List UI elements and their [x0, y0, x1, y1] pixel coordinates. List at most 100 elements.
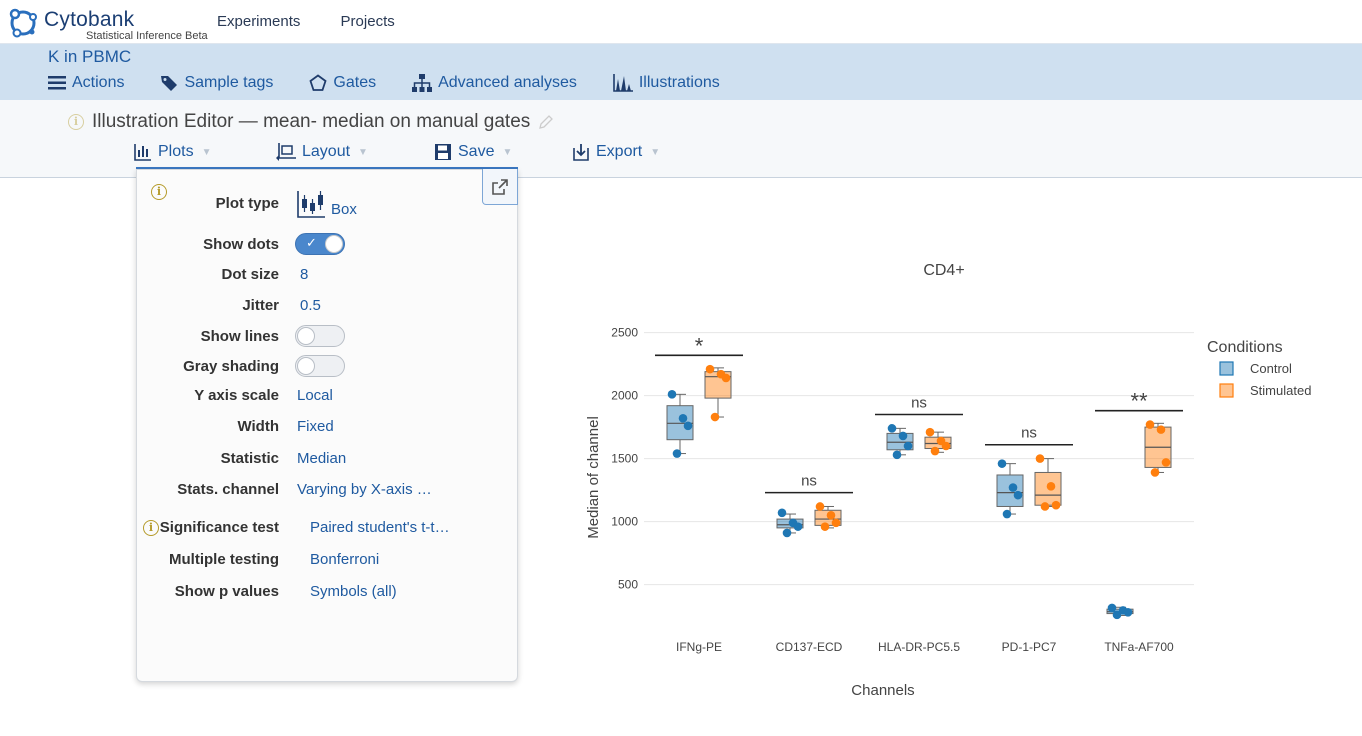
box-plot-chart: 500 1000 1500 2000 2500 IFNg-PE CD137-ECD HLA-D…	[560, 240, 1350, 720]
histogram-icon	[613, 74, 633, 92]
y-axis-scale-row: Y axis scale Local	[137, 384, 517, 408]
data-point-control	[997, 459, 1007, 468]
nav-experiments[interactable]: Experiments	[217, 13, 301, 30]
jitter-label: Jitter	[242, 297, 279, 314]
data-point-control	[777, 508, 787, 518]
data-point-control	[793, 522, 803, 531]
check-icon: ✓	[306, 235, 317, 250]
toggle-knob	[297, 357, 315, 375]
width-select[interactable]: Fixed	[297, 418, 334, 435]
bar-chart-icon	[134, 144, 151, 161]
data-point-stimulated	[1145, 420, 1155, 429]
layout-axes-icon	[276, 143, 296, 161]
data-point-control	[1013, 490, 1023, 500]
brand-subtitle: Statistical Inference Beta	[86, 30, 208, 42]
illustrations-menu[interactable]: Illustrations	[613, 74, 720, 92]
dot-size-label: Dot size	[221, 266, 279, 283]
plots-menu[interactable]: Plots ▼	[134, 143, 211, 161]
jitter-input[interactable]: 0.5	[300, 297, 321, 314]
chevron-down-icon: ▼	[358, 146, 368, 158]
data-point-control	[1002, 509, 1012, 519]
tag-icon	[161, 76, 178, 91]
y-axis-scale-label: Y axis scale	[194, 387, 279, 404]
external-link-icon	[492, 178, 508, 195]
data-point-control	[683, 421, 693, 431]
statistic-select[interactable]: Median	[297, 450, 347, 467]
show-lines-row: Show lines	[137, 325, 517, 349]
significance-test-label: Significance test	[159, 519, 279, 536]
info-icon[interactable]: i	[68, 114, 84, 130]
significance-info-icon[interactable]: i	[143, 520, 159, 536]
actions-label: Actions	[72, 74, 125, 91]
significance-label: ns	[911, 395, 927, 412]
actions-menu[interactable]: Actions	[48, 74, 124, 92]
plot-type-row: Plot type Box	[137, 190, 517, 218]
save-menu[interactable]: Save ▼	[434, 143, 512, 161]
dot-size-input[interactable]: 8	[300, 266, 309, 283]
advanced-analyses-label: Advanced analyses	[438, 74, 577, 91]
show-p-values-select[interactable]: Symbols (all)	[310, 583, 397, 600]
popout-button[interactable]	[482, 169, 518, 205]
data-point-stimulated	[1040, 502, 1050, 511]
project-title[interactable]: K in PBMC	[48, 47, 132, 66]
gates-menu[interactable]: Gates	[309, 74, 376, 92]
statistic-row: Statistic Median	[137, 447, 517, 471]
data-point-stimulated	[710, 412, 720, 422]
sample-tags-menu[interactable]: Sample tags	[160, 74, 273, 92]
significance-label: ns	[1021, 425, 1037, 442]
data-point-control	[898, 431, 908, 441]
show-dots-toggle[interactable]: ✓	[295, 233, 345, 255]
y-tick-label: 1500	[611, 452, 638, 466]
legend-swatch-control	[1219, 361, 1234, 376]
data-point-stimulated	[705, 364, 715, 374]
stats-channel-label: Stats. channel	[177, 481, 279, 498]
gray-shading-toggle[interactable]	[295, 355, 345, 377]
y-axis-scale-select[interactable]: Local	[297, 387, 333, 404]
chevron-down-icon: ▼	[650, 146, 661, 158]
plot-type-selector[interactable]: Box	[297, 190, 357, 218]
layout-menu[interactable]: Layout ▼	[276, 143, 368, 161]
multiple-testing-select[interactable]: Bonferroni	[310, 551, 380, 568]
hamburger-icon	[48, 76, 66, 90]
hierarchy-icon	[412, 74, 433, 92]
data-point-control	[782, 528, 792, 538]
show-lines-label: Show lines	[200, 328, 279, 345]
top-navbar: Cytobank Statistical Inference Beta Expe…	[0, 0, 1362, 44]
x-axis-title: Channels	[851, 682, 914, 699]
data-point-stimulated	[1150, 468, 1160, 477]
x-tick-label: PD-1-PC7	[1002, 640, 1057, 654]
edit-pencil-icon[interactable]	[538, 114, 554, 130]
show-dots-label: Show dots	[203, 236, 279, 253]
y-tick-label: 2500	[611, 326, 638, 340]
advanced-analyses-menu[interactable]: Advanced analyses	[412, 74, 577, 92]
show-lines-toggle[interactable]	[295, 325, 345, 347]
show-p-values-label: Show p values	[174, 583, 279, 600]
x-tick-label: HLA-DR-PC5.5	[878, 640, 960, 654]
data-point-stimulated	[1046, 482, 1056, 491]
data-point-control	[1123, 608, 1133, 617]
data-point-control	[667, 390, 677, 399]
illustrations-label: Illustrations	[638, 74, 720, 91]
data-point-stimulated	[925, 427, 935, 437]
legend-swatch-stimulated	[1219, 383, 1234, 398]
plot-settings-info-icon[interactable]: i	[151, 184, 167, 200]
toggle-knob	[325, 235, 343, 253]
export-label: Export	[596, 143, 643, 160]
plot-type-label: Plot type	[215, 195, 279, 212]
export-menu[interactable]: Export ▼	[572, 143, 660, 161]
multiple-testing-label: Multiple testing	[169, 551, 279, 568]
significance-test-select[interactable]: Paired student's t-t…	[310, 519, 450, 536]
nav-projects[interactable]: Projects	[340, 13, 395, 30]
brand-name: Cytobank	[44, 8, 135, 31]
cytobank-logo[interactable]: Cytobank Statistical Inference Beta	[6, 4, 236, 42]
project-bar: K in PBMC Actions Sample tags Gates Adva…	[0, 44, 1362, 100]
y-axis-title: Median of channel	[585, 416, 602, 539]
chevron-down-icon: ▼	[201, 146, 212, 158]
plots-active-indicator	[136, 167, 518, 169]
data-point-stimulated	[941, 441, 951, 451]
jitter-row: Jitter 0.5	[137, 294, 517, 318]
gray-shading-label: Gray shading	[183, 358, 279, 375]
stats-channel-select[interactable]: Varying by X-axis …	[297, 481, 432, 498]
x-tick-label: IFNg-PE	[676, 640, 722, 654]
legend-label-stimulated: Stimulated	[1250, 383, 1311, 398]
